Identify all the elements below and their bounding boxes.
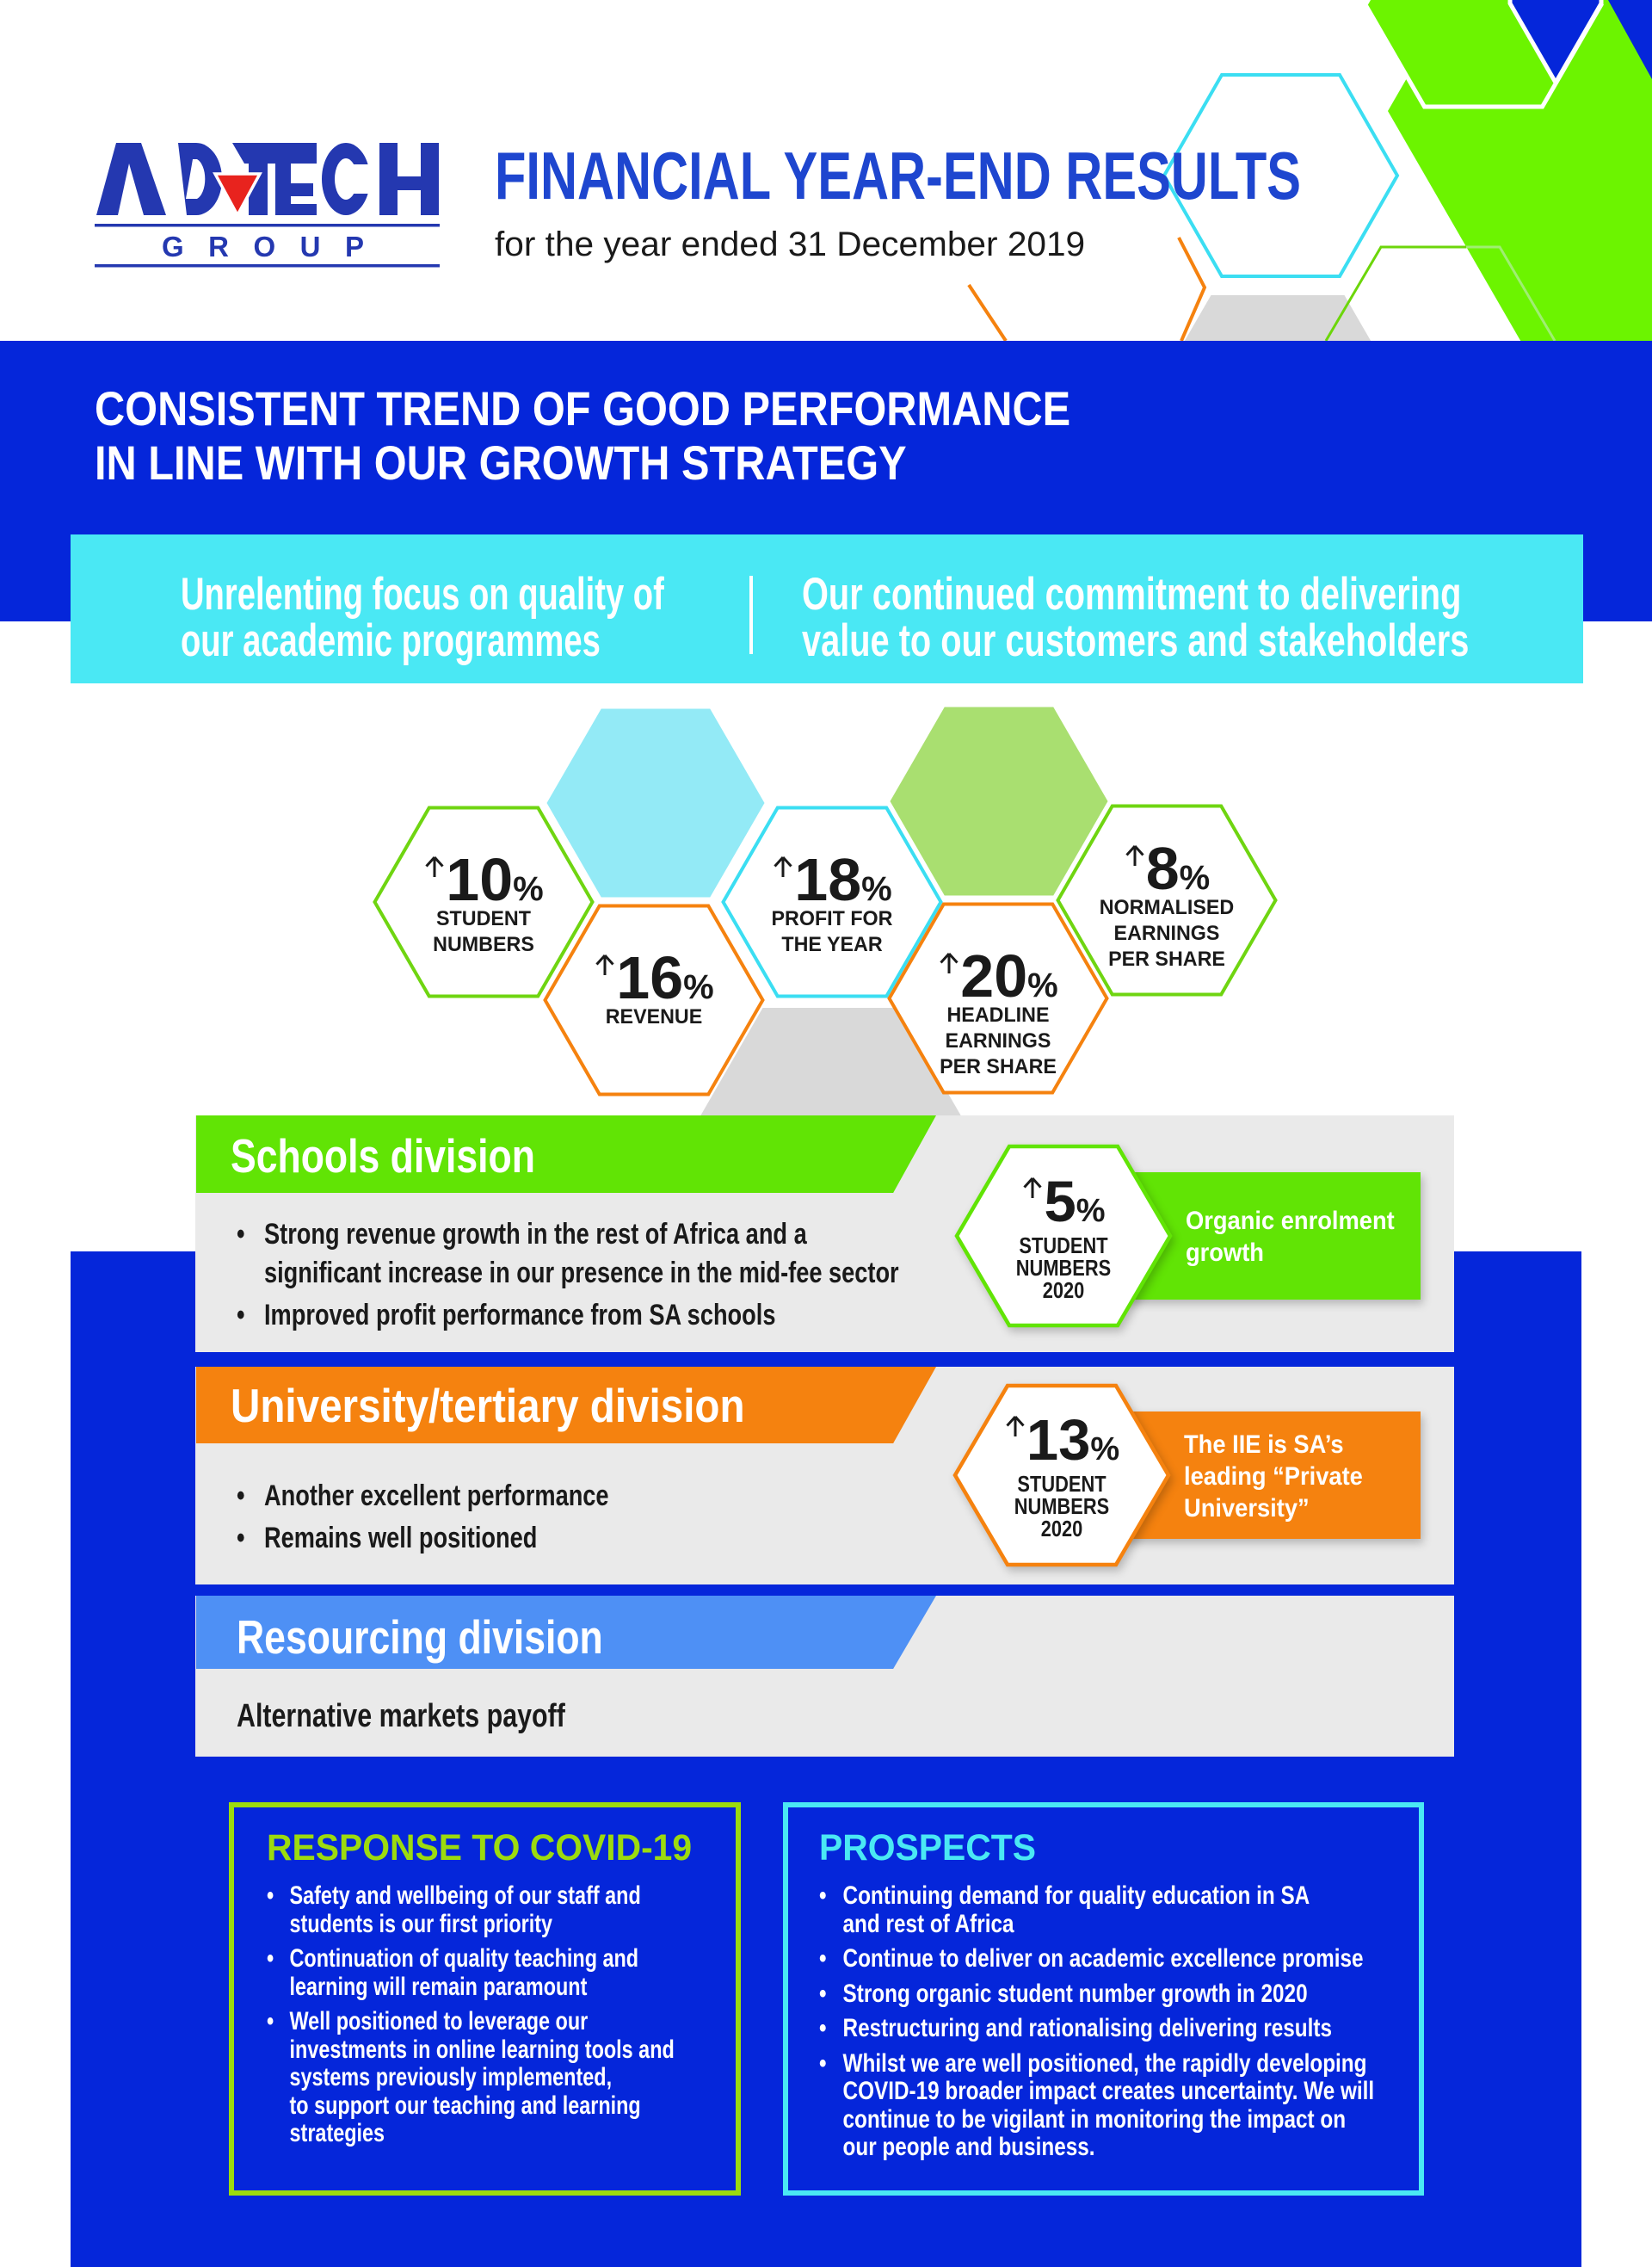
svg-text:GROUP: GROUP xyxy=(162,231,389,263)
